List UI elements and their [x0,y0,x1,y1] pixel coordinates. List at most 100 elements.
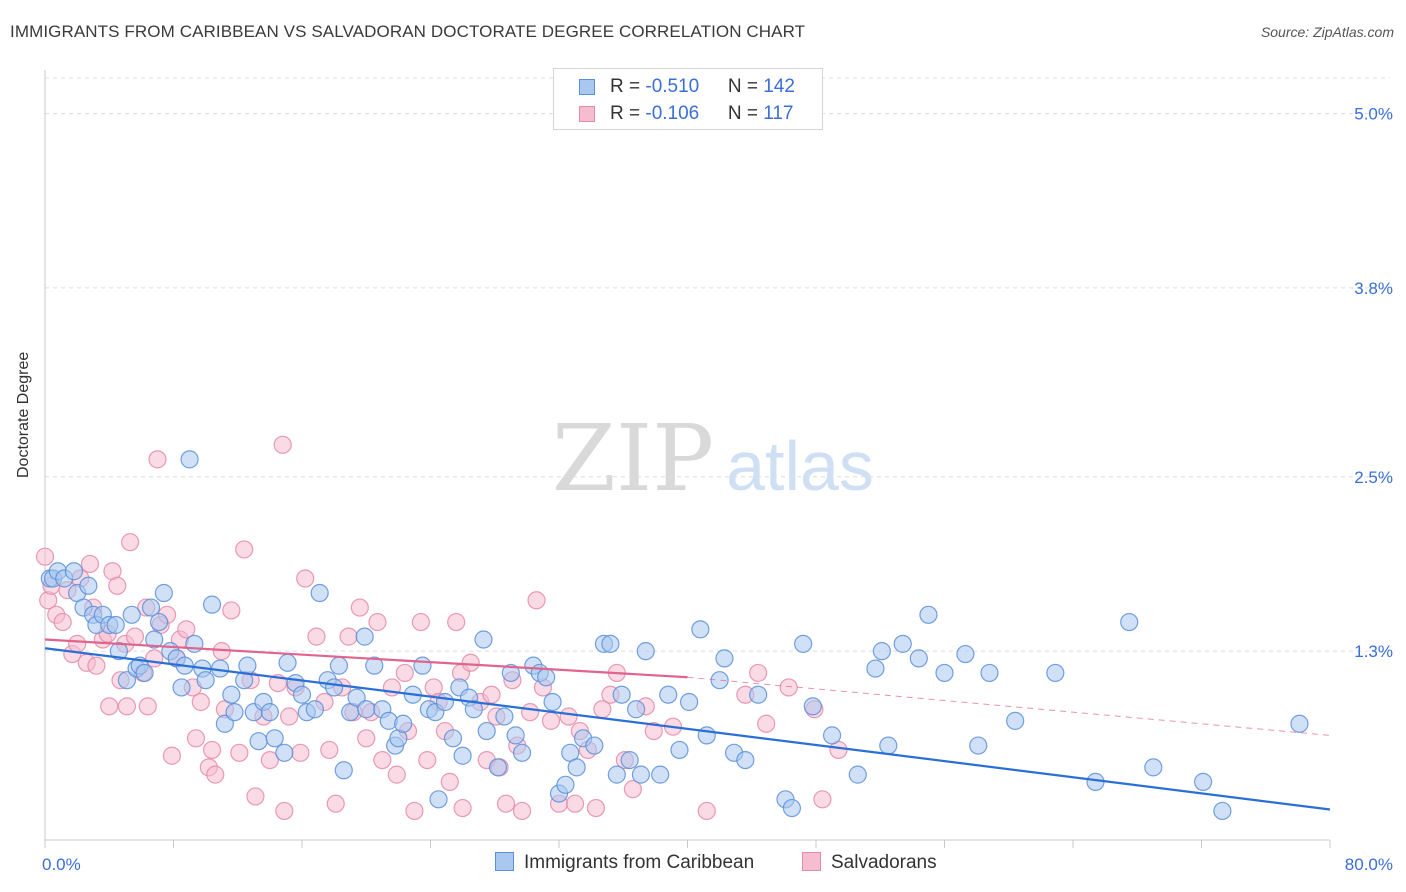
salvadoran-point [235,540,254,559]
salvadoran-trendline [44,638,688,679]
caribbean-point [334,761,353,780]
caribbean-point [260,703,279,722]
y-tick-label: 3.8% [1354,279,1393,298]
salvadoran-point [440,772,459,791]
caribbean-point [325,678,344,697]
salvadoran-point [482,685,501,704]
salvadoran-point [447,612,466,632]
salvadoran-point [117,697,137,716]
salvadoran-point [373,750,392,770]
caribbean-point [512,743,532,762]
salvadoran-point [697,801,716,821]
salvadoran-point [296,569,315,588]
caribbean-point [1120,612,1139,632]
caribbean-point [275,743,294,762]
caribbean-point [1194,772,1213,791]
caribbean-point [429,790,448,809]
salvadoran-point [53,612,72,632]
caribbean-point [956,644,975,664]
caribbean-point [435,692,455,712]
salvadoran-point [125,627,145,646]
salvadoran-point [368,612,387,632]
salvadoran-point [779,678,798,697]
salvadoran-point [87,656,106,675]
salvadoran-point [275,801,294,821]
salvadoran-trendline-extension [687,676,1331,736]
salvadoran-point [559,707,578,726]
salvadoran-point [813,790,832,809]
salvadoran-point [644,721,663,741]
caribbean-point [347,688,366,707]
legend-item-salvadorans: Salvadorans [802,852,937,874]
salvadoran-point [186,729,206,748]
salvadoran-point [565,794,585,813]
caribbean-point [919,605,938,624]
caribbean-point [117,671,137,690]
caribbean-point [506,726,525,745]
salvadoran-point [162,746,181,765]
caribbean-point [196,671,215,690]
legend-r-value: -0.106 [645,103,700,124]
caribbean-point [443,729,463,748]
watermark-zip: ZIP [552,405,714,512]
salvadoran-point [307,627,326,646]
caribbean-point [180,450,199,469]
caribbean-point [691,620,710,639]
legend-item-caribbean: Immigrants from Caribbean [495,852,754,874]
caribbean-point [1046,663,1065,683]
salvadoran-point [350,598,369,617]
y-tick-label: 1.3% [1354,642,1393,661]
caribbean-point [122,605,141,624]
caribbean-point [488,758,508,777]
stats-legend: R = -0.510 N = 142 R = -0.106 N = 117 [553,68,823,130]
salvadoran-point [320,740,339,760]
salvadoran-point [291,743,310,762]
caribbean-point [670,740,689,760]
legend-n-value: 142 [763,76,795,97]
caribbean-point [106,615,125,635]
caribbean-point [64,562,84,581]
salvadoran-point [512,801,532,821]
caribbean-trendline [44,647,1331,811]
x-tick-label-max: 80.0% [1345,855,1393,874]
caribbean-point [222,685,241,704]
salvadoran-point [138,697,157,716]
caribbean-point [612,685,631,704]
salvadoran-point [206,765,225,784]
legend-n-label: N = [727,76,764,97]
caribbean-point [659,685,678,704]
caribbean-point [495,707,514,726]
salvadoran-point [757,714,776,733]
legend-r-value: -0.510 [645,76,700,97]
caribbean-point [803,697,822,716]
caribbean-point [172,678,191,697]
caribbean-point [477,721,496,741]
caribbean-point [935,663,954,683]
watermark-atlas: atlas [726,427,874,505]
legend-swatch-pink [802,852,821,871]
caribbean-point [149,612,169,632]
caribbean-point [631,765,651,784]
caribbean-point [969,736,988,755]
salvadoran-point [148,450,167,469]
caribbean-point [394,714,413,733]
caribbean-point [980,663,999,683]
legend-n-value: 117 [763,103,794,124]
caribbean-point [355,627,374,646]
salvadoran-point [453,798,472,818]
caribbean-point [749,685,768,704]
caribbean-point [292,685,312,704]
caribbean-point [79,576,98,595]
legend-n-label: N = [727,103,764,124]
salvadoran-point [541,711,561,730]
salvadoran-point [80,554,100,574]
caribbean-point [537,668,556,687]
salvadoran-point [35,547,55,566]
salvadoran-point [246,787,265,806]
caribbean-point [794,634,813,653]
caribbean-point [893,634,912,653]
caribbean-point [556,775,575,794]
salvadoran-point [749,663,768,683]
caribbean-point [636,642,655,661]
source-label: Source: ZipAtlas.com [1260,24,1394,40]
